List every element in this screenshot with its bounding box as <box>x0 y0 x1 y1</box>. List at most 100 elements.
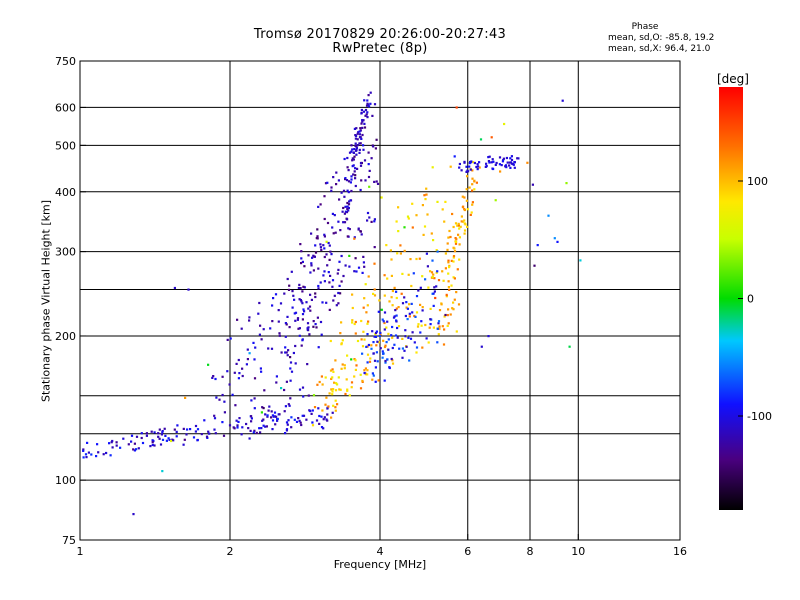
data-point <box>283 388 286 392</box>
data-point <box>487 156 490 159</box>
data-point <box>366 322 369 325</box>
data-point <box>108 442 111 445</box>
data-point <box>428 326 431 329</box>
data-point <box>322 418 325 421</box>
data-point <box>316 228 319 231</box>
data-point <box>442 279 445 282</box>
data-point <box>390 334 393 337</box>
data-point <box>277 320 280 323</box>
data-point <box>82 456 85 459</box>
data-point <box>365 113 368 116</box>
data-point <box>436 341 439 344</box>
data-point <box>415 346 419 349</box>
data-point <box>490 136 493 139</box>
data-point <box>353 270 356 273</box>
data-point <box>245 422 248 426</box>
data-point <box>196 428 200 431</box>
x-tick-label: 1 <box>77 545 84 558</box>
data-point <box>413 341 416 344</box>
data-point <box>424 323 427 327</box>
data-point <box>313 406 317 409</box>
data-point <box>432 273 435 276</box>
data-point <box>374 380 377 383</box>
data-point <box>458 243 461 246</box>
data-point <box>463 161 466 164</box>
data-point <box>403 226 406 229</box>
data-point <box>261 406 264 409</box>
data-point <box>373 220 376 223</box>
data-point <box>334 231 337 234</box>
data-point <box>350 189 353 193</box>
data-point <box>490 161 493 164</box>
data-point <box>487 335 490 338</box>
data-point <box>388 300 391 303</box>
data-point <box>321 383 324 386</box>
data-point <box>270 416 273 419</box>
data-point <box>353 237 356 240</box>
data-point <box>111 446 114 449</box>
data-point <box>248 437 251 440</box>
data-point <box>130 434 134 437</box>
data-point <box>347 191 350 194</box>
data-point <box>332 232 335 235</box>
data-point <box>510 155 513 158</box>
data-point <box>475 165 478 169</box>
data-point <box>356 144 359 147</box>
data-point <box>433 290 436 293</box>
data-point <box>297 286 300 290</box>
data-point <box>328 258 331 261</box>
data-point <box>237 420 240 423</box>
data-point <box>320 248 323 251</box>
data-point <box>297 327 300 330</box>
data-point <box>331 226 334 229</box>
data-point <box>245 363 248 366</box>
data-point <box>366 345 369 348</box>
data-point <box>383 294 386 297</box>
data-point <box>320 426 324 429</box>
data-point <box>359 142 362 145</box>
data-point <box>278 332 281 335</box>
data-point <box>228 383 231 386</box>
data-point <box>145 432 148 435</box>
data-point <box>292 294 295 297</box>
data-point <box>132 513 135 516</box>
data-point <box>382 320 385 323</box>
data-point <box>262 424 265 427</box>
data-point <box>382 352 385 355</box>
data-point <box>346 189 349 192</box>
data-point <box>353 170 356 173</box>
data-point <box>206 436 209 439</box>
data-point <box>364 283 367 286</box>
data-point <box>238 372 241 375</box>
data-point <box>399 244 402 247</box>
data-point <box>556 240 559 243</box>
data-point <box>339 229 342 232</box>
data-point <box>318 380 321 384</box>
data-point <box>405 345 408 348</box>
data-point <box>233 427 236 430</box>
data-point <box>347 206 350 210</box>
data-point <box>299 287 302 290</box>
y-tick-label: 75 <box>62 534 76 547</box>
data-point <box>407 336 410 339</box>
data-point <box>186 428 189 431</box>
data-point <box>366 219 369 222</box>
data-point <box>565 182 568 185</box>
data-point <box>214 377 217 381</box>
data-point <box>340 343 343 346</box>
data-point <box>145 434 148 437</box>
data-point <box>296 317 300 320</box>
data-point <box>353 322 356 326</box>
data-point <box>311 256 314 259</box>
data-point <box>344 205 347 208</box>
data-point <box>352 164 355 167</box>
data-point <box>287 288 291 291</box>
data-point <box>261 419 264 422</box>
data-point <box>341 339 344 342</box>
data-point <box>411 226 414 229</box>
data-point <box>289 379 292 382</box>
data-point <box>392 316 396 319</box>
data-point <box>151 443 154 447</box>
data-point <box>250 399 253 402</box>
data-point <box>513 166 516 169</box>
